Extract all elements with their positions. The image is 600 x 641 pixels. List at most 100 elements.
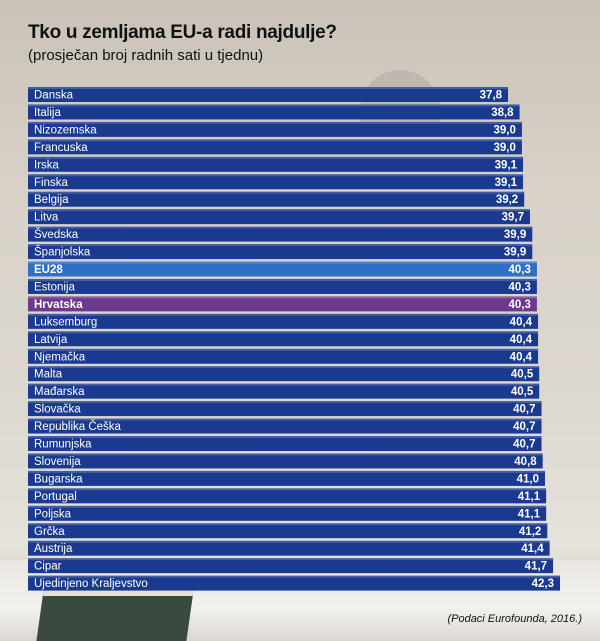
bar-malta xyxy=(28,366,540,382)
category-label-grcka: Grčka xyxy=(34,526,65,538)
category-label-republika-ceska: Republika Češka xyxy=(34,420,122,433)
bar-bugarska xyxy=(28,470,545,486)
bar-highlight-ujedinjeno-kraljevstvo xyxy=(28,575,560,578)
category-label-portugal: Portugal xyxy=(34,491,77,503)
bar-highlight-svedska xyxy=(28,226,533,229)
bar-highlight-malta xyxy=(28,366,540,369)
bar-highlight-litva xyxy=(28,209,530,212)
chart-subtitle: (prosječan broj radnih sati u tjednu) xyxy=(28,47,264,64)
value-label-svedska: 39,9 xyxy=(504,229,526,241)
category-label-finska: Finska xyxy=(34,177,68,189)
value-label-nizozemska: 39,0 xyxy=(494,124,516,136)
value-label-italija: 38,8 xyxy=(491,107,514,119)
value-label-portugal: 41,1 xyxy=(518,491,541,503)
bar-highlight-finska xyxy=(28,174,524,177)
bar-spanjolska xyxy=(28,244,533,260)
bar-highlight-italija xyxy=(28,104,520,107)
category-label-francuska: Francuska xyxy=(34,142,88,154)
category-label-svedska: Švedska xyxy=(34,228,79,241)
category-label-irska: Irska xyxy=(34,159,60,171)
value-label-austrija: 41,4 xyxy=(521,543,544,555)
category-label-cipar: Cipar xyxy=(34,561,62,573)
category-label-slovacka: Slovačka xyxy=(34,404,81,416)
bar-madarska xyxy=(28,383,540,399)
category-label-luksemburg: Luksemburg xyxy=(34,316,97,328)
value-label-slovacka: 40,7 xyxy=(513,404,535,416)
bar-highlight-slovacka xyxy=(28,401,542,404)
category-label-hrvatska: Hrvatska xyxy=(34,299,83,311)
category-label-slovenija: Slovenija xyxy=(34,456,81,468)
category-label-italija: Italija xyxy=(34,107,61,119)
bar-belgija xyxy=(28,191,525,207)
category-label-madarska: Mađarska xyxy=(34,386,85,398)
value-label-francuska: 39,0 xyxy=(494,142,516,154)
bar-estonija xyxy=(28,278,537,294)
bar-highlight-republika-ceska xyxy=(28,418,542,421)
category-label-latvija: Latvija xyxy=(34,334,68,346)
value-label-litva: 39,7 xyxy=(502,212,524,224)
value-label-finska: 39,1 xyxy=(495,177,518,189)
bar-highlight-rumunjska xyxy=(28,436,542,438)
data-source: (Podaci Eurofounda, 2016.) xyxy=(447,613,582,625)
bar-highlight-luksemburg xyxy=(28,313,539,316)
bar-highlight-austrija xyxy=(28,540,550,543)
bar-grcka xyxy=(28,523,548,539)
bar-njemacka xyxy=(28,348,539,364)
bar-highlight-grcka xyxy=(28,523,548,526)
bar-portugal xyxy=(28,488,547,504)
value-label-latvija: 40,4 xyxy=(510,334,533,346)
bar-italija xyxy=(28,104,520,120)
category-label-ujedinjeno-kraljevstvo: Ujedinjeno Kraljevstvo xyxy=(34,578,148,590)
labels-layer: Danska 37,8 Italija 38,8 Nizozemska 39,0 Franc… xyxy=(34,90,554,591)
category-label-spanjolska: Španjolska xyxy=(34,246,91,259)
value-label-ujedinjeno-kraljevstvo: 42,3 xyxy=(532,578,554,590)
bar-svedska xyxy=(28,226,533,242)
chart-title: Tko u zemljama EU-a radi najdulje? xyxy=(28,22,337,43)
value-label-hrvatska: 40,3 xyxy=(509,299,531,311)
bar-rumunjska xyxy=(28,436,542,451)
bar-latvija xyxy=(28,331,539,347)
value-label-madarska: 40,5 xyxy=(511,386,534,398)
value-label-irska: 39,1 xyxy=(495,159,518,171)
bar-highlight-poljska xyxy=(28,505,547,508)
value-label-eu28: 40,3 xyxy=(509,264,531,276)
bar-irska xyxy=(28,156,524,172)
value-label-rumunjska: 40,7 xyxy=(513,439,535,451)
category-label-bugarska: Bugarska xyxy=(34,473,83,485)
bar-highlight-hrvatska xyxy=(28,296,537,299)
bar-highlight-njemacka xyxy=(28,348,539,351)
bar-luksemburg xyxy=(28,313,539,329)
bar-highlight-eu28 xyxy=(28,261,537,264)
category-label-rumunjska: Rumunjska xyxy=(34,439,92,451)
category-label-njemacka: Njemačka xyxy=(34,351,86,363)
bar-highlight-cipar xyxy=(28,558,554,561)
bar-highlight-belgija xyxy=(28,191,525,194)
bar-francuska xyxy=(28,139,522,155)
bar-highlight-danska xyxy=(28,87,509,89)
bar-finska xyxy=(28,174,524,190)
bar-highlight-estonija xyxy=(28,278,537,281)
bar-highlight-portugal xyxy=(28,488,547,491)
category-label-danska: Danska xyxy=(34,90,74,102)
value-label-grcka: 41,2 xyxy=(519,526,541,538)
bar-ujedinjeno-kraljevstvo xyxy=(28,575,560,591)
bar-highlight-francuska xyxy=(28,139,522,142)
value-label-malta: 40,5 xyxy=(511,369,534,381)
bar-highlight-slovenija xyxy=(28,453,543,456)
value-label-cipar: 41,7 xyxy=(525,561,547,573)
category-label-malta: Malta xyxy=(34,369,63,381)
bar-danska xyxy=(28,87,509,102)
value-label-spanjolska: 39,9 xyxy=(504,247,526,259)
bar-highlight-nizozemska xyxy=(28,121,522,124)
category-label-eu28: EU28 xyxy=(34,264,63,276)
bar-nizozemska xyxy=(28,121,522,137)
bars-layer xyxy=(28,87,560,591)
bar-austrija xyxy=(28,540,550,556)
value-label-republika-ceska: 40,7 xyxy=(513,421,535,433)
bar-highlight-spanjolska xyxy=(28,244,533,247)
value-label-luksemburg: 40,4 xyxy=(510,316,533,328)
bar-hrvatska xyxy=(28,296,537,312)
bar-highlight-madarska xyxy=(28,383,540,386)
value-label-belgija: 39,2 xyxy=(496,194,518,206)
